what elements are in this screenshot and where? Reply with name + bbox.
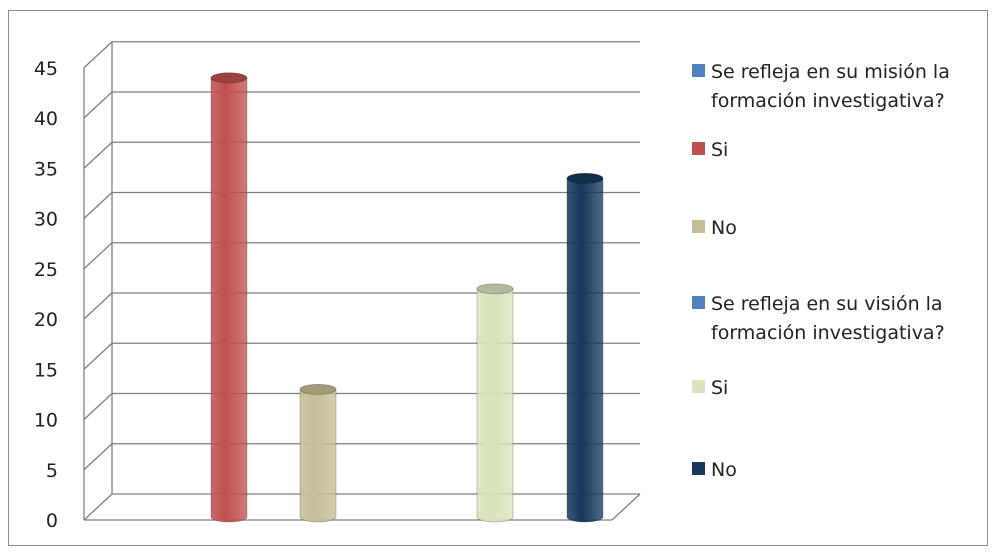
- gridline-side: [83, 342, 113, 370]
- legend-swatch: [692, 380, 705, 393]
- bar-top-1-0: [476, 283, 514, 295]
- legend-item-no-mision: No: [692, 214, 981, 243]
- legend-swatch: [692, 296, 705, 309]
- y-tick-label: 20: [34, 309, 58, 331]
- legend-item-no-vision: No: [692, 456, 981, 485]
- y-tick-label: 35: [34, 158, 58, 180]
- legend-item-si-mision: Si: [692, 136, 981, 165]
- legend-label: Si: [711, 377, 729, 399]
- legend-item-vision: Se refleja en su visión la formación inv…: [692, 290, 981, 348]
- y-axis-ticks: 0 5 10 15 20 25 30 35 40 45: [34, 58, 58, 532]
- legend-swatch: [692, 142, 705, 155]
- legend-label: No: [711, 459, 737, 481]
- legend-label: Se refleja en su visión la formación inv…: [711, 293, 945, 344]
- y-tick-label: 30: [34, 209, 58, 231]
- y-tick-label: 10: [34, 410, 58, 432]
- gridlines: [83, 41, 641, 521]
- gridline-side: [83, 242, 113, 270]
- legend: Se refleja en su misión la formación inv…: [692, 58, 992, 498]
- y-tick-label: 40: [34, 108, 58, 130]
- bar-top-0-1: [299, 383, 337, 395]
- legend-item-si-vision: Si: [692, 374, 981, 403]
- bar-top-1-1: [566, 172, 604, 184]
- bar-0-0: [210, 77, 248, 523]
- bar-1-1: [566, 177, 604, 523]
- gridline-side: [83, 41, 113, 69]
- bars: [210, 72, 604, 523]
- y-tick-label: 45: [34, 58, 58, 80]
- gridline-side: [83, 443, 113, 471]
- legend-swatch: [692, 462, 705, 475]
- gridline-side: [83, 91, 113, 119]
- legend-swatch: [692, 220, 705, 233]
- gridline-side: [83, 141, 113, 169]
- gridline-side: [83, 393, 113, 420]
- bar-top-0-0: [210, 72, 248, 84]
- legend-label: Si: [711, 139, 729, 161]
- legend-label: Se refleja en su misión la formación inv…: [711, 61, 950, 112]
- legend-swatch: [692, 64, 705, 77]
- y-tick-label: 25: [34, 259, 58, 281]
- floor-right-edge: [611, 493, 641, 521]
- gridline-side: [83, 292, 113, 320]
- bar-1-0: [476, 288, 514, 523]
- y-tick-label: 5: [46, 460, 58, 482]
- legend-item-mision: Se refleja en su misión la formación inv…: [692, 58, 981, 116]
- gridline-side: [83, 192, 113, 219]
- legend-label: No: [711, 217, 737, 239]
- bar-0-1: [299, 388, 337, 523]
- y-tick-label: 15: [34, 359, 58, 381]
- gridline-side: [83, 493, 113, 521]
- y-tick-label: 0: [46, 510, 58, 532]
